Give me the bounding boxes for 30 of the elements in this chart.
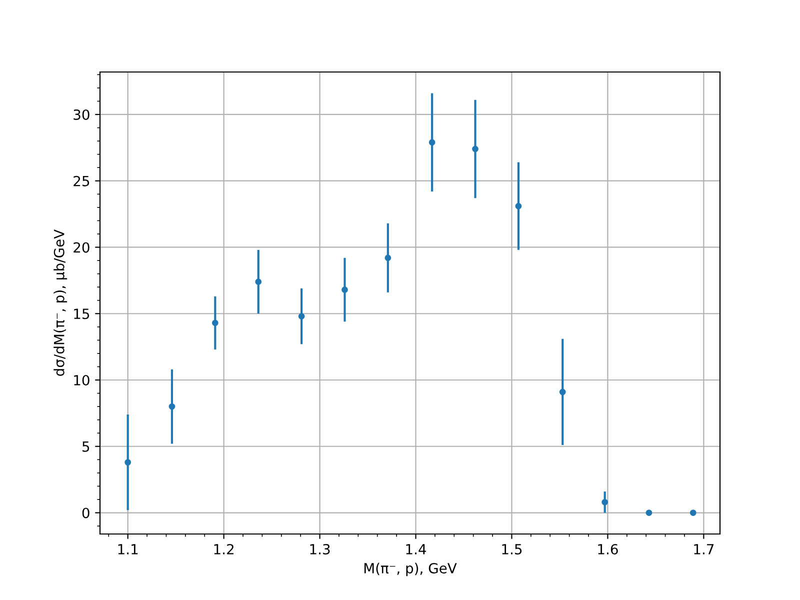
y-tick-label: 0 (82, 508, 90, 518)
y-tick-label: 10 (74, 374, 90, 386)
point (602, 498, 608, 506)
x-axis-title: M(π⁻, p), GeV (364, 562, 457, 576)
point (559, 388, 566, 396)
y-axis-title: dσ/dM(π⁻, p), μb/GeV (54, 229, 68, 376)
point (428, 139, 436, 146)
x-tick-label: 1.1 (118, 544, 138, 554)
y-tick-label: 15 (74, 308, 90, 320)
point (255, 278, 262, 285)
y-tick-label: 25 (74, 176, 90, 186)
point (646, 510, 652, 516)
point (342, 286, 348, 293)
point (515, 202, 522, 210)
point (168, 403, 176, 410)
x-tick-label: 1.7 (694, 544, 714, 554)
x-tick-label: 1.5 (502, 544, 522, 554)
point (212, 320, 218, 326)
x-tick-label: 1.4 (406, 544, 426, 554)
point (298, 313, 305, 320)
x-tick-label: 1.3 (310, 544, 330, 554)
y-tick-label: 30 (74, 109, 90, 120)
x-tick-label: 1.2 (214, 544, 234, 554)
point (690, 510, 696, 516)
y-tick-label: 5 (82, 442, 90, 452)
x-tick-label: 1.6 (598, 544, 618, 554)
y-tick-label: 20 (74, 242, 90, 253)
point (384, 254, 392, 262)
point (124, 459, 132, 466)
point (472, 146, 478, 152)
